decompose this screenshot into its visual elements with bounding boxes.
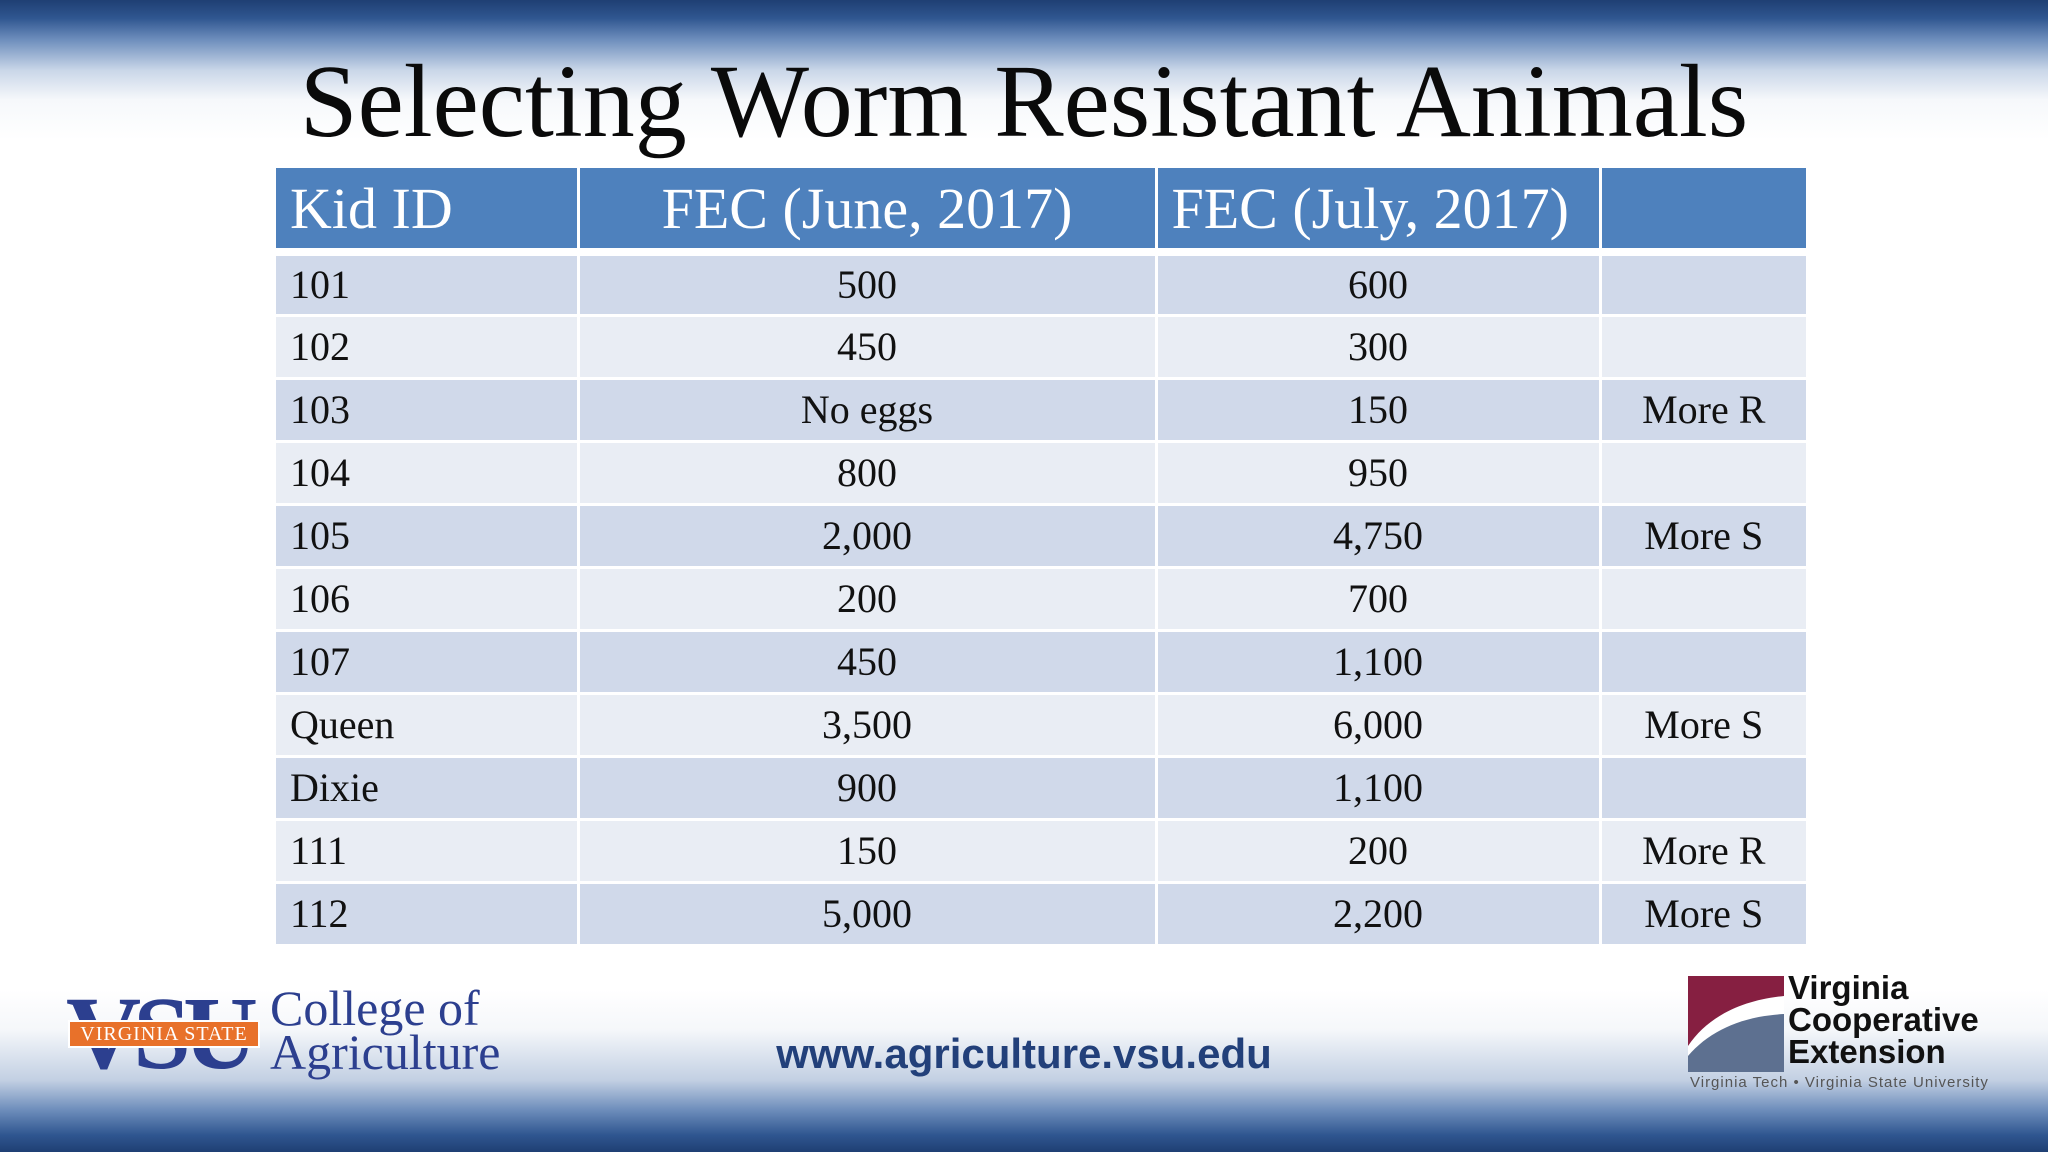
vce-line-1: Virginia: [1788, 969, 1909, 1006]
cell-fec-july: 200: [1156, 819, 1602, 884]
cell-note: [1600, 756, 1806, 821]
cell-fec-july: 950: [1156, 441, 1602, 506]
vsu-college-of-agriculture-logo: VSU VIRGINIA STATE College of Agricultur…: [66, 982, 516, 1092]
cell-note: More R: [1600, 378, 1806, 443]
cell-fec-july: 300: [1156, 315, 1602, 380]
cell-fec-june: 500: [578, 252, 1158, 317]
cell-kid-id: 102: [276, 315, 580, 380]
cell-fec-july: 600: [1156, 252, 1602, 317]
cell-kid-id: 112: [276, 882, 580, 947]
cell-fec-june: 200: [578, 567, 1158, 632]
column-header-kid-id: Kid ID: [276, 168, 580, 256]
table-row: 107 450 1,100: [276, 630, 1806, 695]
vce-subtitle: Virginia Tech • Virginia State Universit…: [1690, 1074, 1989, 1091]
website-url: www.agriculture.vsu.edu: [776, 1030, 1272, 1077]
cell-fec-july: 700: [1156, 567, 1602, 632]
cell-note: [1600, 441, 1806, 506]
cell-kid-id: 107: [276, 630, 580, 695]
vce-line-3: Extension: [1788, 1033, 1946, 1070]
cell-note: [1600, 252, 1806, 317]
cell-kid-id: 104: [276, 441, 580, 506]
cell-note: [1600, 315, 1806, 380]
cell-fec-june: 900: [578, 756, 1158, 821]
cell-fec-june: No eggs: [578, 378, 1158, 443]
virginia-state-band: VIRGINIA STATE: [68, 1020, 260, 1048]
vce-line-2: Cooperative: [1788, 1001, 1979, 1038]
cell-kid-id: 105: [276, 504, 580, 569]
table-row: Queen 3,500 6,000 More S: [276, 693, 1806, 758]
cell-kid-id: 111: [276, 819, 580, 884]
table-row: 112 5,000 2,200 More S: [276, 882, 1806, 947]
column-header-fec-june: FEC (June, 2017): [578, 168, 1158, 256]
cell-note: More S: [1600, 882, 1806, 947]
cell-note: More S: [1600, 693, 1806, 758]
college-line-2: Agriculture: [270, 1024, 501, 1080]
table-row: 103 No eggs 150 More R: [276, 378, 1806, 443]
cell-fec-june: 5,000: [578, 882, 1158, 947]
table-row: 105 2,000 4,750 More S: [276, 504, 1806, 569]
college-of-agriculture-wordmark: College of Agriculture: [270, 980, 501, 1080]
cell-kid-id: Queen: [276, 693, 580, 758]
cell-fec-july: 4,750: [1156, 504, 1602, 569]
table-row: 111 150 200 More R: [276, 819, 1806, 884]
cell-kid-id: 103: [276, 378, 580, 443]
cell-fec-july: 1,100: [1156, 630, 1602, 695]
table-row: 102 450 300: [276, 315, 1806, 380]
table-row: 104 800 950: [276, 441, 1806, 506]
cell-fec-june: 450: [578, 630, 1158, 695]
cell-kid-id: 101: [276, 252, 580, 317]
cell-note: [1600, 567, 1806, 632]
cell-fec-june: 2,000: [578, 504, 1158, 569]
slide-title: Selecting Worm Resistant Animals: [299, 44, 1749, 159]
fec-table: Kid ID FEC (June, 2017) FEC (July, 2017)…: [276, 168, 1806, 947]
virginia-cooperative-extension-logo: Virginia Cooperative Extension Virginia …: [1688, 969, 1989, 1094]
table-row: Dixie 900 1,100: [276, 756, 1806, 821]
cell-fec-june: 450: [578, 315, 1158, 380]
cell-fec-june: 150: [578, 819, 1158, 884]
cell-note: [1600, 630, 1806, 695]
column-header-note: [1600, 168, 1806, 256]
table-row: 106 200 700: [276, 567, 1806, 632]
column-header-fec-july: FEC (July, 2017): [1156, 168, 1602, 256]
cell-fec-july: 1,100: [1156, 756, 1602, 821]
cell-fec-june: 800: [578, 441, 1158, 506]
cell-fec-july: 150: [1156, 378, 1602, 443]
cell-kid-id: 106: [276, 567, 580, 632]
table-row: 101 500 600: [276, 252, 1806, 317]
cell-fec-june: 3,500: [578, 693, 1158, 758]
table-header-row: Kid ID FEC (June, 2017) FEC (July, 2017): [276, 168, 1806, 256]
cell-fec-july: 2,200: [1156, 882, 1602, 947]
cell-fec-july: 6,000: [1156, 693, 1602, 758]
vce-emblem-icon: [1688, 976, 1784, 1072]
cell-kid-id: Dixie: [276, 756, 580, 821]
cell-note: More S: [1600, 504, 1806, 569]
cell-note: More R: [1600, 819, 1806, 884]
college-line-1: College of: [270, 980, 480, 1036]
vce-wordmark: Virginia Cooperative Extension: [1788, 969, 1979, 1070]
